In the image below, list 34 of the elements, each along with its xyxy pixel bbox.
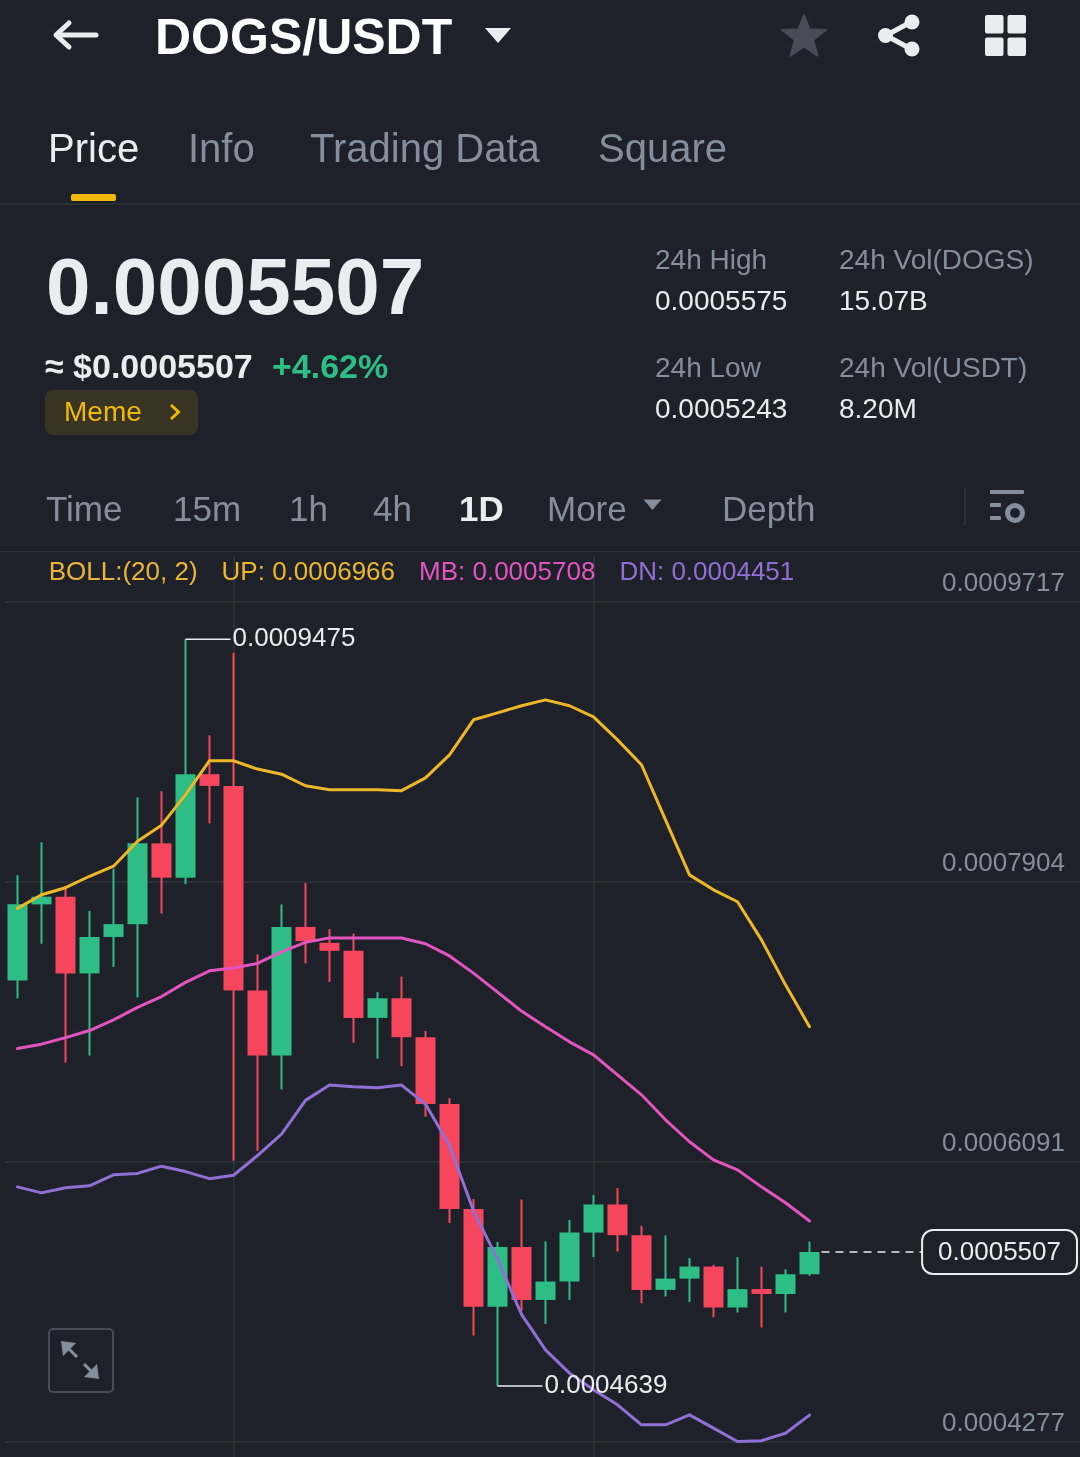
text: 0.0005575	[655, 284, 788, 318]
annotation: 0.0009475	[232, 622, 356, 653]
text: 0.0005507	[46, 241, 425, 333]
text: ≈ $0.0005507	[45, 345, 253, 387]
text: 15m	[173, 488, 242, 530]
text: UP: 0.0006966	[221, 556, 396, 587]
text: 24h Low	[655, 351, 761, 385]
text: MB: 0.0005708	[419, 556, 596, 587]
text: Price	[48, 125, 140, 172]
text: 24h High	[655, 243, 768, 277]
y-tick-label: 0.0004277	[942, 1407, 1065, 1438]
text: 4h	[373, 488, 412, 530]
y-tick-label: 0.0009717	[942, 566, 1065, 597]
text: 24h Vol(DOGS)	[839, 243, 1034, 277]
text: 8.20M	[839, 392, 917, 426]
text: Depth	[722, 488, 816, 530]
text: 1h	[289, 488, 328, 530]
text: Trading Data	[310, 125, 540, 172]
chart-title: DOGS/USDT	[155, 8, 453, 67]
text: 1D	[459, 488, 504, 530]
text: Info	[188, 125, 255, 172]
tag-chip: Meme	[45, 390, 198, 435]
ref-line-label: 0.0005507	[938, 1236, 1061, 1267]
legend-title: BOLL:(20, 2)	[48, 556, 198, 587]
text: Square	[598, 125, 727, 172]
text: Time	[46, 488, 123, 530]
text: 0.0005243	[655, 392, 788, 426]
y-tick-label: 0.0006091	[942, 1127, 1065, 1158]
text: +4.62%	[272, 345, 389, 387]
text: 24h Vol(USDT)	[839, 351, 1028, 385]
text: More	[547, 488, 627, 530]
text: 15.07B	[839, 284, 928, 318]
y-tick-label: 0.0007904	[942, 846, 1065, 877]
text: DN: 0.0004451	[619, 556, 795, 587]
